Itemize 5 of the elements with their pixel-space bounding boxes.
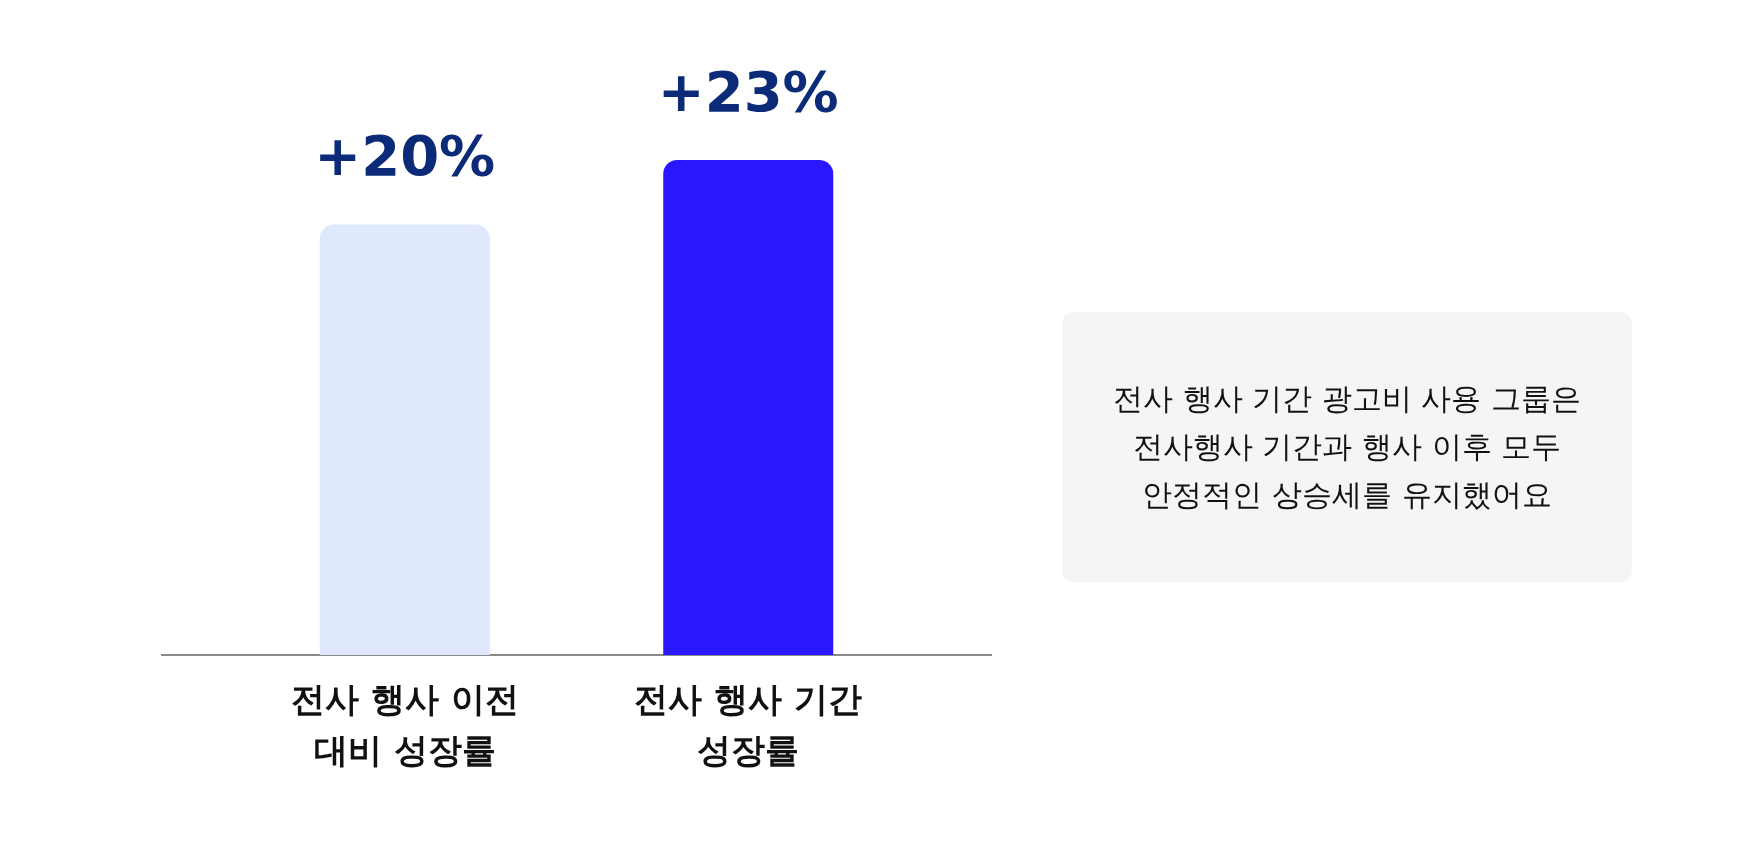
note-card: 전사 행사 기간 광고비 사용 그룹은 전사행사 기간과 행사 이후 모두 안정적인 상승세를 유지했어요 (1062, 312, 1632, 582)
data-label: +23% (657, 58, 839, 124)
x-tick-label: 전사 행사 이전 대비 성장률 (290, 679, 519, 771)
data-label: +20% (314, 123, 496, 189)
x-tick-label: 전사 행사 기간 성장률 (634, 679, 863, 771)
